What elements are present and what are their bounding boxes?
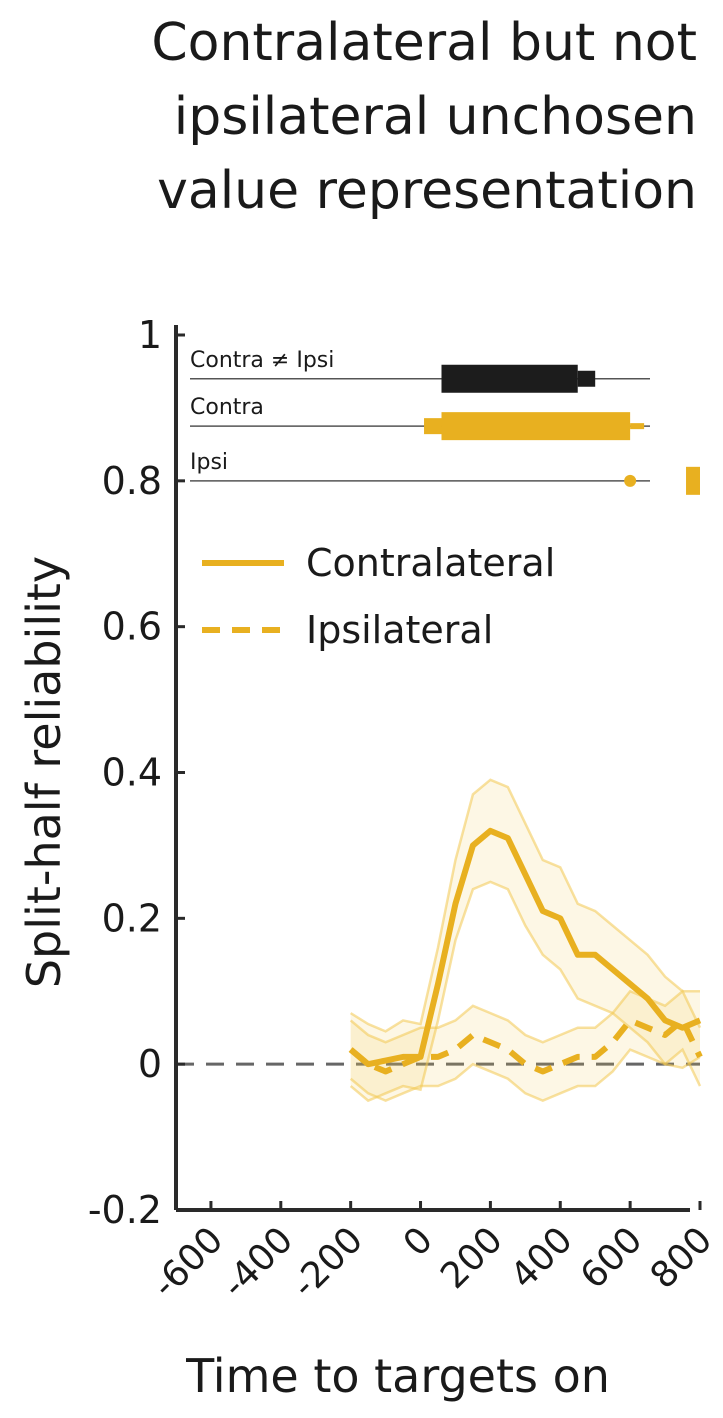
y-tick-label: 0 [138, 1042, 162, 1086]
sig-dot [624, 474, 637, 487]
sig-segment [441, 364, 578, 393]
x-tick-label: 600 [573, 1219, 651, 1297]
y-tick-label: -0.2 [88, 1188, 162, 1232]
legend-label-contralateral: Contralateral [306, 541, 555, 585]
sig-segment [424, 418, 442, 435]
sig-segment [686, 466, 700, 495]
x-tick-label: 400 [503, 1219, 581, 1297]
sig-row-label: Contra [190, 395, 264, 420]
chart-title: Contralateral but not ipsilateral unchos… [0, 6, 723, 236]
sig-row-label: Ipsi [190, 450, 228, 475]
band-lower-contralateral [349, 880, 701, 1103]
sig-segment [441, 412, 631, 441]
sig-row-label: Contra ≠ Ipsi [190, 348, 334, 373]
y-tick-label: 0.2 [102, 896, 162, 940]
x-tick-label: 800 [643, 1219, 721, 1297]
sig-segment [577, 370, 596, 387]
x-tick-label: -600 [145, 1219, 232, 1306]
x-axis-label: Time to targets on [185, 1349, 610, 1403]
series-line-ipsilateral [348, 1017, 703, 1075]
title-line-3: value representation [157, 161, 697, 221]
x-tick-label: -200 [284, 1219, 371, 1306]
title-line-1: Contralateral but not [151, 13, 697, 73]
x-tick-label: 0 [396, 1219, 441, 1264]
band-upper-contralateral [350, 778, 700, 1033]
y-tick-label: 1 [138, 313, 162, 357]
band-ipsilateral [350, 991, 700, 1101]
sig-segment [630, 423, 645, 430]
y-tick-label: 0.6 [102, 605, 162, 649]
y-tick-label: 0.8 [102, 459, 162, 503]
x-tick-label: 200 [433, 1219, 511, 1297]
y-axis-label: Split-half reliability [17, 556, 71, 988]
x-tick-label: -400 [214, 1219, 301, 1306]
legend-label-ipsilateral: Ipsilateral [306, 608, 493, 652]
band-lower-ipsilateral [349, 1047, 702, 1102]
y-tick-label: 0.4 [102, 751, 162, 795]
series-line-contralateral [348, 827, 702, 1068]
title-line-2: ipsilateral unchosen [173, 87, 697, 147]
